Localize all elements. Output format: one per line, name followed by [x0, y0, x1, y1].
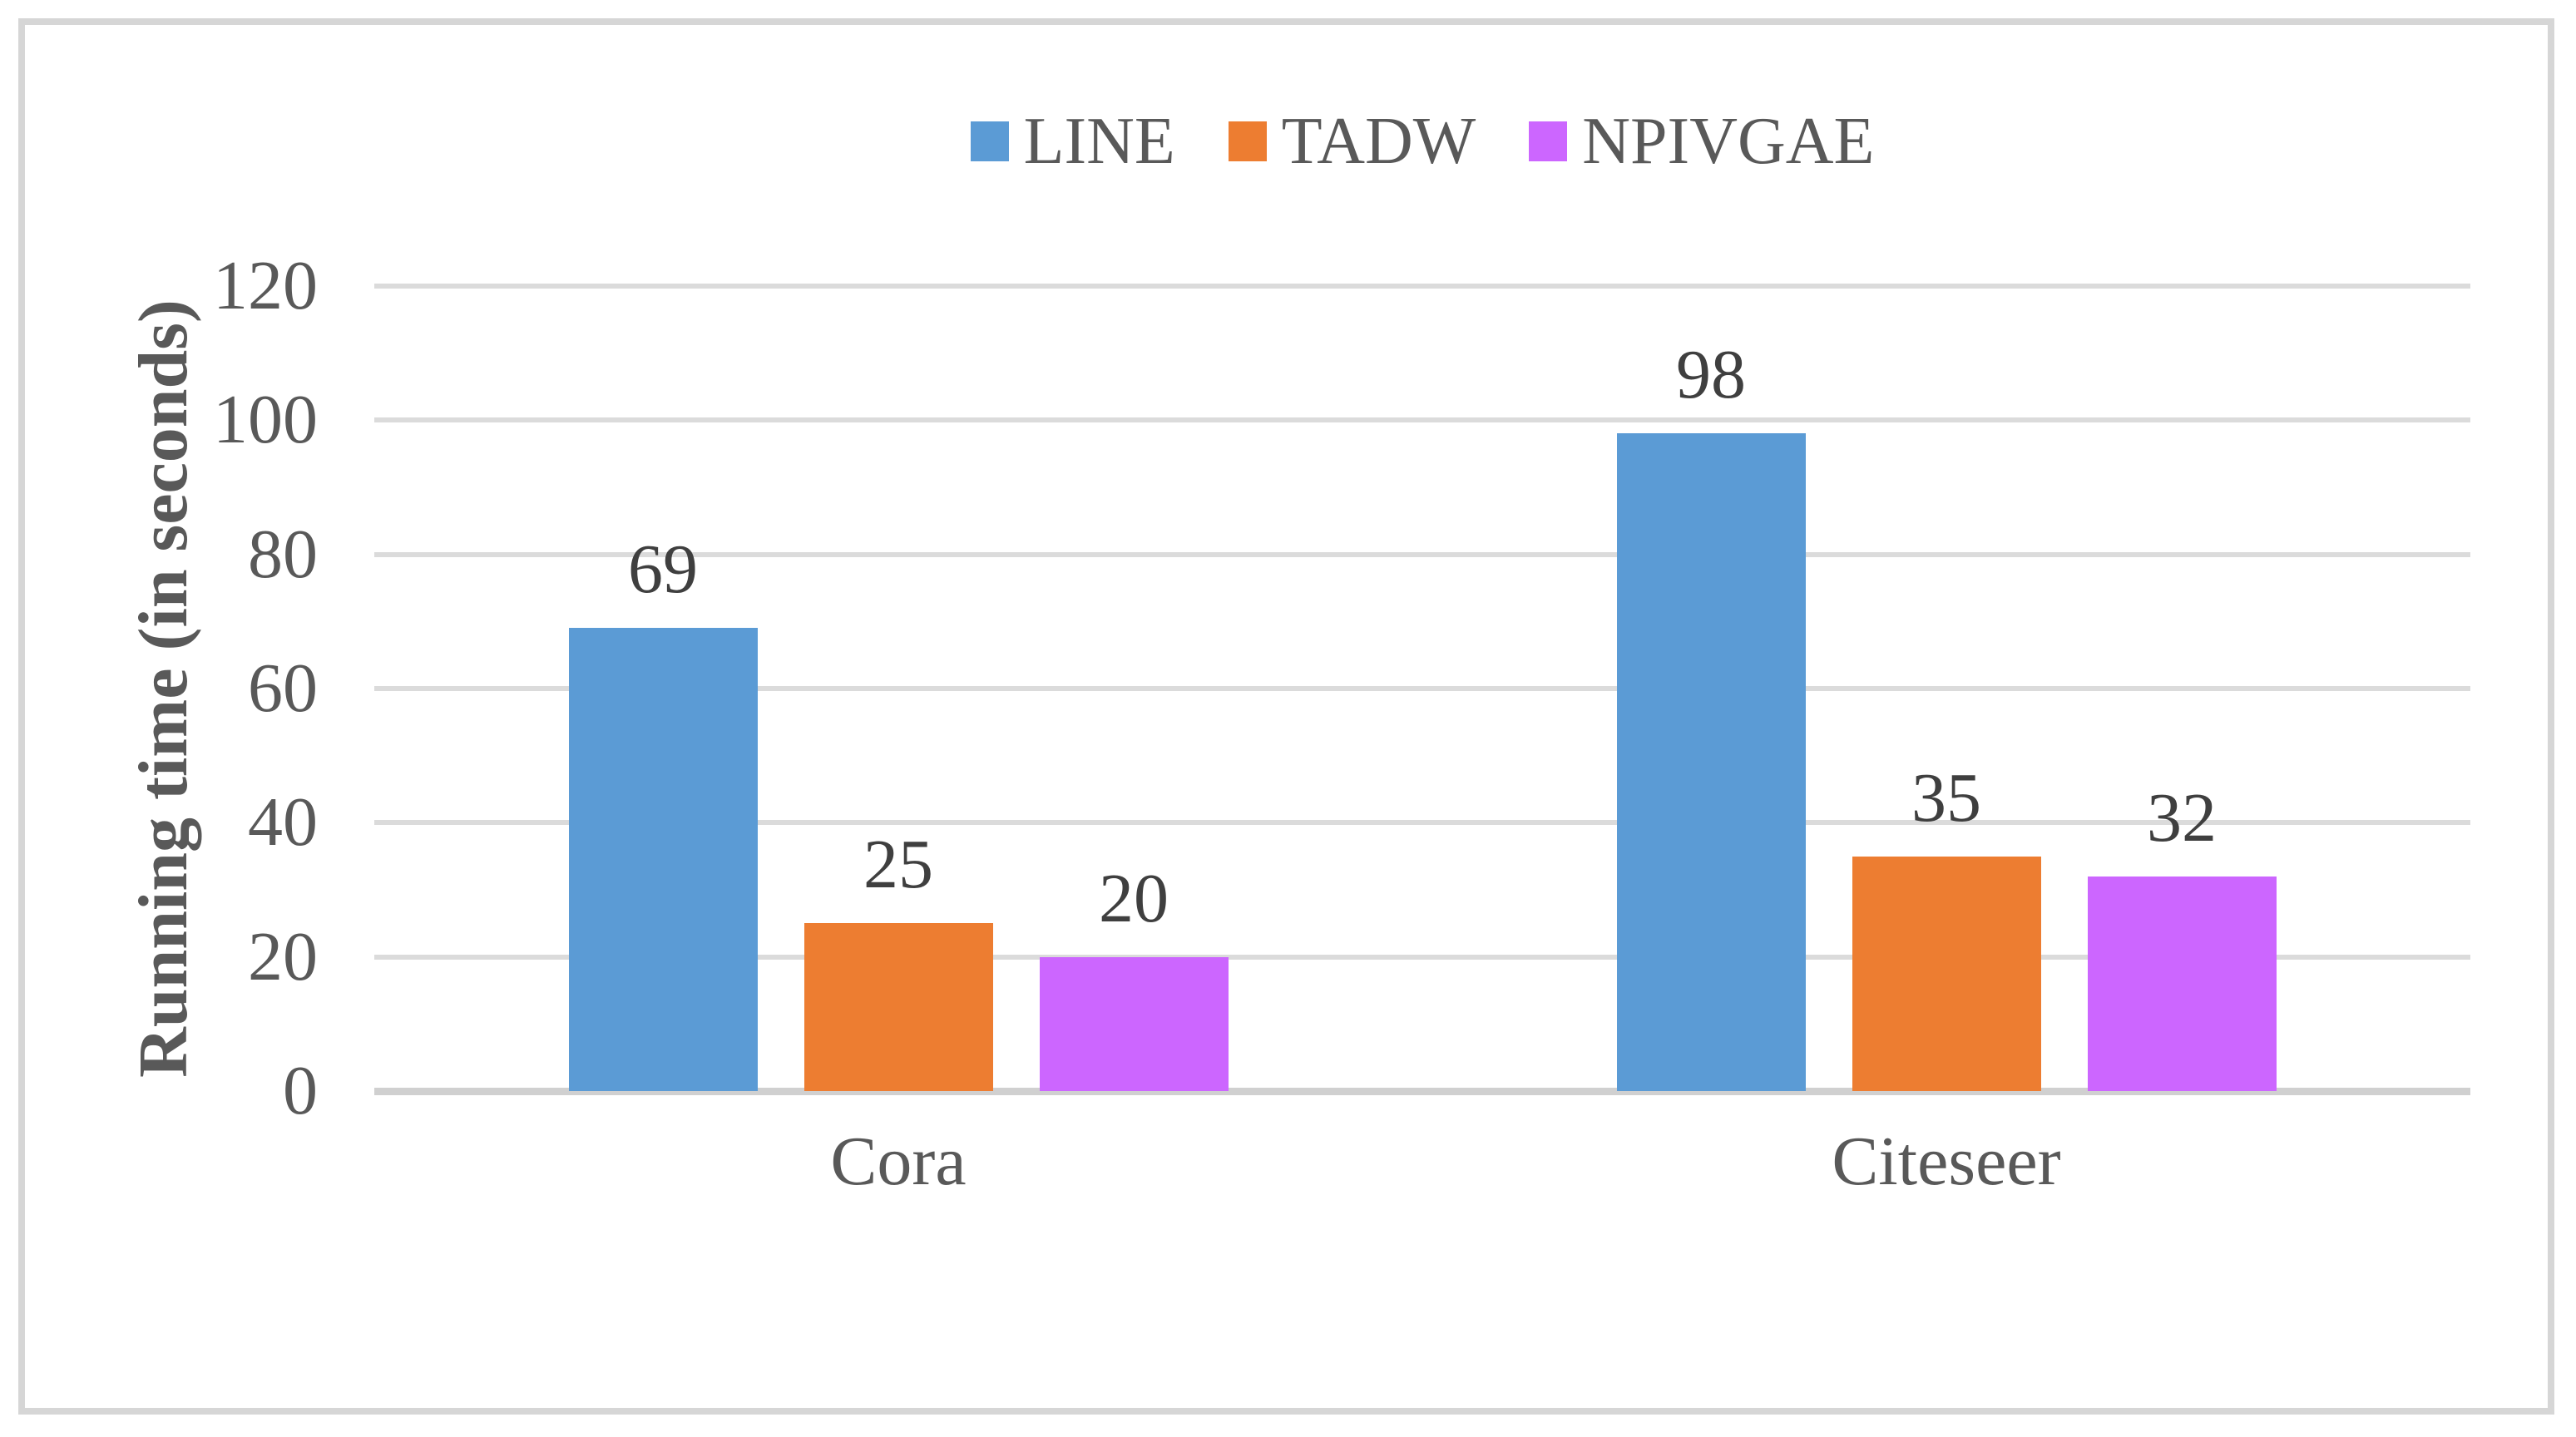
y-tick-label: 20 [248, 917, 318, 995]
bar-npivgae-citeseer [2087, 876, 2277, 1091]
bar-value-label: 98 [1676, 336, 1746, 414]
y-tick-label: 100 [213, 381, 318, 459]
y-tick-label: 60 [248, 649, 318, 727]
gridline [374, 954, 2470, 960]
legend: LINE TADW NPIVGAE [374, 98, 2470, 185]
gridline [374, 284, 2470, 289]
y-tick-label: 0 [283, 1052, 318, 1129]
legend-swatch-line [970, 121, 1009, 161]
category-label-cora: Cora [830, 1123, 967, 1200]
y-tick-label: 40 [248, 783, 318, 862]
y-tick-label: 120 [213, 247, 318, 324]
y-tick-label: 80 [248, 515, 318, 593]
legend-swatch-tadw [1228, 121, 1267, 161]
gridline [374, 820, 2470, 826]
gridline [374, 686, 2470, 691]
legend-item-line: LINE [970, 105, 1175, 178]
legend-label: TADW [1281, 105, 1476, 178]
bar-npivgae-cora [1039, 956, 1229, 1091]
legend-item-npivgae: NPIVGAE [1529, 108, 1874, 175]
bar-line-citeseer [1616, 433, 1806, 1091]
legend-label: NPIVGAE [1582, 105, 1875, 178]
bar-value-label: 32 [2147, 778, 2217, 857]
bar-tadw-cora [803, 923, 993, 1091]
gridline [374, 417, 2470, 423]
x-axis-line [374, 1087, 2470, 1095]
legend-label: LINE [1023, 105, 1175, 178]
bar-value-label: 35 [1911, 758, 1981, 837]
category-label-citeseer: Citeseer [1832, 1123, 2061, 1200]
bar-value-label: 25 [863, 826, 933, 904]
gridline [374, 551, 2470, 557]
chart-outer-border [18, 18, 2554, 1415]
bar-tadw-citeseer [1852, 856, 2041, 1091]
bar-value-label: 20 [1099, 859, 1169, 937]
legend-swatch-npivgae [1529, 121, 1568, 161]
legend-item-tadw: TADW [1228, 105, 1476, 178]
bar-value-label: 69 [628, 531, 698, 609]
bar-line-cora [568, 628, 758, 1091]
